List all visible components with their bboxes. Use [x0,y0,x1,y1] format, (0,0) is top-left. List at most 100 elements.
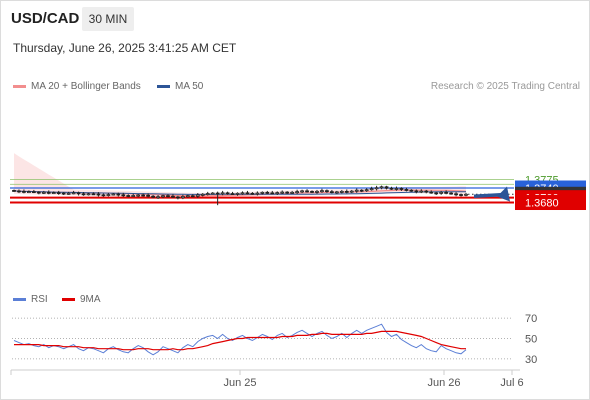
candle-body [27,191,31,194]
candle-body [399,188,404,190]
legend-rsi-label: RSI [31,294,48,305]
candle-body [270,192,275,195]
rsi-line [13,323,467,356]
moving-averages [13,189,467,197]
legend-ma50-swatch [157,84,170,88]
level-label-1.3680: 1.3680 [525,198,559,210]
candle-body [339,190,344,193]
candle-body [424,190,429,193]
candle-body [166,195,170,198]
candle-body [86,193,91,196]
candle-body [260,191,265,194]
candle-body [290,191,295,194]
candle-body [151,195,155,198]
x-axis: Jun 25 Jun 26 Jul 6 [10,369,524,389]
candle-body [180,196,185,199]
candle-body [265,191,270,194]
level-labels: 1.37751.37551.37401.37141.37001.3680 [515,175,586,211]
candle-body [235,192,240,195]
candle-body [369,188,374,191]
candle-body [379,186,384,189]
candle-body [245,192,250,195]
rsi-9ma-line [14,330,466,351]
candle-body [156,196,160,199]
candle-body [185,195,190,198]
candle-body [454,193,458,196]
bollinger-bands [14,153,466,199]
candle-body [449,192,453,195]
candle-body [429,191,434,194]
candle-body [46,191,51,194]
candle-body [22,190,26,193]
candle-body [111,193,116,196]
legend-rsi-swatch [13,297,26,301]
rsi-tick-50: 50 [525,334,537,346]
legend-9ma-label: 9MA [80,294,101,305]
candle-body [200,193,205,196]
rsi-tick-70: 70 [525,313,537,325]
legend-rsi: RSI [13,294,48,305]
candle-body [31,191,36,194]
candle-body [230,193,235,195]
candle-body [300,190,304,193]
candle-body [71,192,76,195]
candle-body [255,192,260,195]
candle-body [285,191,290,194]
candle-body [444,191,449,194]
candle-body [325,190,329,193]
candles [12,185,468,206]
legend-9ma-swatch [62,297,75,301]
candle-body [459,194,463,196]
timeframe-button[interactable]: 30 MIN [82,7,134,31]
timestamp: Thursday, June 26, 2025 3:41:25 AM CET [13,41,237,55]
candle-body [51,192,56,194]
x-tick-label: Jun 26 [427,377,460,389]
candle-body [195,194,200,197]
candle-body [334,191,339,194]
candle-body [17,190,21,193]
candle-body [364,189,369,192]
candle-body [404,189,409,191]
legend-ma20-label: MA 20 + Bollinger Bands [31,81,141,92]
candle-body [56,192,61,194]
candle-body [275,192,280,194]
candle-body [12,190,16,192]
legend-ma50-label: MA 50 [175,81,204,92]
candle-body [409,189,414,192]
candle-body [176,196,180,199]
candle-body [210,192,215,195]
candle-body [240,192,245,195]
forecast-arrow-head [497,186,510,202]
legend-ma20-swatch [13,84,26,88]
candle-body [439,191,444,194]
candle-body [126,195,131,197]
candle-body [36,191,41,194]
legend-ma50: MA 50 [157,81,203,92]
candle-body [464,193,468,196]
legend-9ma: 9MA [62,294,101,305]
candle-body [205,193,210,195]
candle-body [220,192,225,195]
candle-body [419,190,424,193]
candle-body [280,191,285,194]
candle-body [121,194,126,197]
candle-body [41,191,46,194]
candle-body [389,187,394,190]
ma50-line [13,190,467,195]
candle-body [374,187,379,190]
candle-body [101,194,106,197]
candle-body [76,192,81,195]
candle-body [131,195,136,197]
forecast-arrow [473,186,510,202]
candle-body [61,192,66,195]
candle-body [96,193,101,196]
bollinger-fill [14,153,466,199]
candle-body [190,195,195,198]
symbol-title: USD/CAD [11,10,80,27]
candle-body [225,192,230,195]
candle-body [136,194,141,197]
candle-body [116,193,121,196]
candle-body [344,190,349,193]
candle-body [141,194,146,197]
